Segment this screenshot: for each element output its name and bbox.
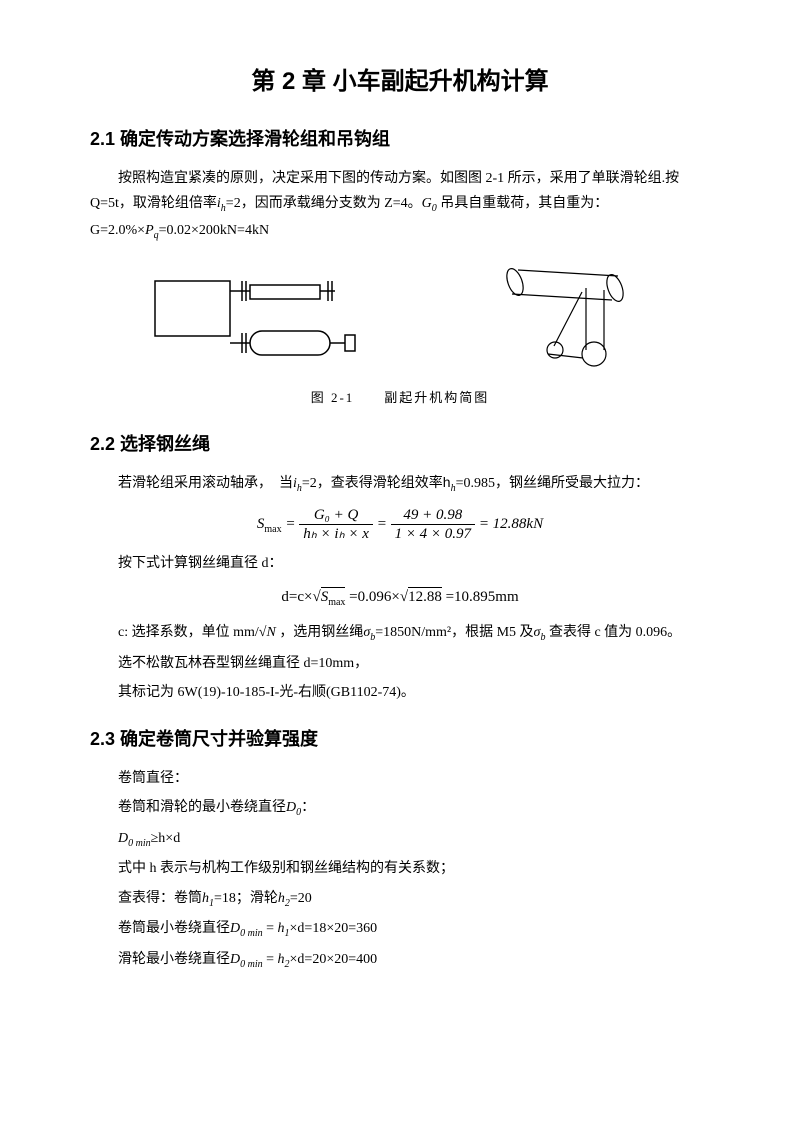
s23-l7c: ×d=20×20=400 [290, 952, 378, 967]
frac2-num: 49 + 0.98 [391, 506, 476, 525]
d0min: D0 min [118, 831, 151, 846]
s23-l3b: ≥h×d [151, 831, 181, 846]
eq2: = [377, 516, 391, 532]
mechanism-diagram-left [150, 263, 360, 373]
s23-l2a: 卷筒和滑轮的最小卷绕直径 [118, 800, 286, 815]
h2b: h2 [278, 952, 290, 967]
s23-l5c: =20 [290, 891, 312, 906]
frac1-num: G₀ + Q [299, 506, 373, 525]
g0-symbol: G0 [422, 196, 437, 211]
s23-l5b: =18；滑轮 [214, 891, 278, 906]
sigma1: σb [363, 625, 375, 640]
s23-l5a: 查表得：卷筒 [118, 891, 202, 906]
s21-p1d: =0.02×200kN=4kN [159, 223, 269, 238]
s23-l2: 卷筒和滑轮的最小卷绕直径D0： [90, 795, 710, 822]
f2-a: d=c×√ [281, 589, 320, 605]
sqrtN: √N [259, 625, 276, 640]
figure-row [90, 258, 710, 378]
pq-symbol: Pq [145, 223, 159, 238]
f2-res: =10.895mm [442, 589, 519, 605]
ih-symbol: ih [217, 196, 226, 211]
g0: G [422, 196, 432, 211]
s23-l6b: = [263, 921, 278, 936]
s22-p1a: 若滑轮组采用滚动轴承， 当 [118, 476, 293, 491]
pulley-diagram-right [480, 258, 650, 378]
s22-paragraph-4: 选不松散瓦林吞型钢丝绳直径 d=10mm， [90, 651, 710, 676]
s22-p1b: =2，查表得滑轮组效率 [302, 476, 443, 491]
f2-sqrt2: 12.88 [408, 587, 442, 605]
hh: h [443, 474, 451, 490]
s23-l7: 滑轮最小卷绕直径D0 min = h2×d=20×20=400 [90, 947, 710, 974]
s23-l1: 卷筒直径： [90, 766, 710, 791]
section-2-1-heading: 2.1 确定传动方案选择滑轮组和吊钩组 [90, 123, 710, 155]
hh-symbol: hh [443, 476, 456, 491]
formula-smax: Smax = G₀ + Q hₕ × iₕ × x = 49 + 0.98 1 … [90, 506, 710, 543]
page-title: 第 2 章 小车副起升机构计算 [90, 60, 710, 103]
s22-paragraph-1: 若滑轮组采用滚动轴承， 当ih=2，查表得滑轮组效率hh=0.985，钢丝绳所受… [90, 470, 710, 498]
s23-l5: 查表得：卷筒h1=18；滑轮h2=20 [90, 886, 710, 913]
eq1: = [285, 516, 299, 532]
s22-p3a: c: 选择系数，单位 mm/ [118, 625, 259, 640]
section-2-2-heading: 2.2 选择钢丝绳 [90, 428, 710, 460]
formula-d: d=c×√Smax =0.096×√12.88 =10.895mm [90, 584, 710, 612]
s22-paragraph-3: c: 选择系数，单位 mm/√N ，选用钢丝绳σb=1850N/mm²，根据 M… [90, 620, 710, 647]
s23-l7b: = [263, 952, 278, 967]
s23-l2b: ： [301, 800, 315, 815]
s23-l7a: 滑轮最小卷绕直径 [118, 952, 230, 967]
s22-p3b: ，选用钢丝绳 [276, 625, 364, 640]
s22-p1c: =0.985，钢丝绳所受最大拉力： [456, 476, 649, 491]
frac2: 49 + 0.98 1 × 4 × 0.97 [391, 506, 476, 543]
ih2-symbol: ih [293, 476, 302, 491]
smax-res: = 12.88kN [479, 516, 543, 532]
h2: h2 [278, 891, 290, 906]
s22-paragraph-2: 按下式计算钢丝绳直径 d： [90, 551, 710, 576]
s21-paragraph: 按照构造宜紧凑的原则，决定采用下图的传动方案。如图图 2-1 所示，采用了单联滑… [90, 166, 710, 245]
d0min2: D0 min [230, 921, 263, 936]
s23-l6: 卷筒最小卷绕直径D0 min = h1×d=18×20=360 [90, 916, 710, 943]
h1: h1 [202, 891, 214, 906]
section-2-3-heading: 2.3 确定卷筒尺寸并验算强度 [90, 723, 710, 755]
h1b: h1 [278, 921, 290, 936]
smax-lhs: Smax [257, 516, 282, 532]
s22-paragraph-5: 其标记为 6W(19)-10-185-I-光-右顺(GB1102-74)。 [90, 680, 710, 705]
figure-caption: 图 2-1 副起升机构简图 [90, 386, 710, 409]
pq: P [145, 223, 154, 238]
f2-mid: =0.096×√ [345, 589, 408, 605]
s22-p3c: =1850N/mm²，根据 M5 及 [375, 625, 533, 640]
s23-l6a: 卷筒最小卷绕直径 [118, 921, 230, 936]
sigma2: σb [534, 625, 546, 640]
frac2-den: 1 × 4 × 0.97 [391, 525, 476, 543]
s23-l4: 式中 h 表示与机构工作级别和钢丝绳结构的有关系数； [90, 856, 710, 881]
d0min3: D0 min [230, 952, 263, 967]
f2-sqrt1: Smax [321, 587, 346, 605]
frac1: G₀ + Q hₕ × iₕ × x [299, 506, 373, 543]
frac1-den: hₕ × iₕ × x [299, 525, 373, 543]
s21-p1b: =2，因而承载绳分支数为 Z=4。 [226, 196, 422, 211]
s22-p3d: 查表得 c 值为 0.096。 [545, 625, 681, 640]
s23-l3: D0 min≥h×d [90, 826, 710, 853]
s23-l6c: ×d=18×20=360 [290, 921, 378, 936]
d0: D0 [286, 800, 301, 815]
